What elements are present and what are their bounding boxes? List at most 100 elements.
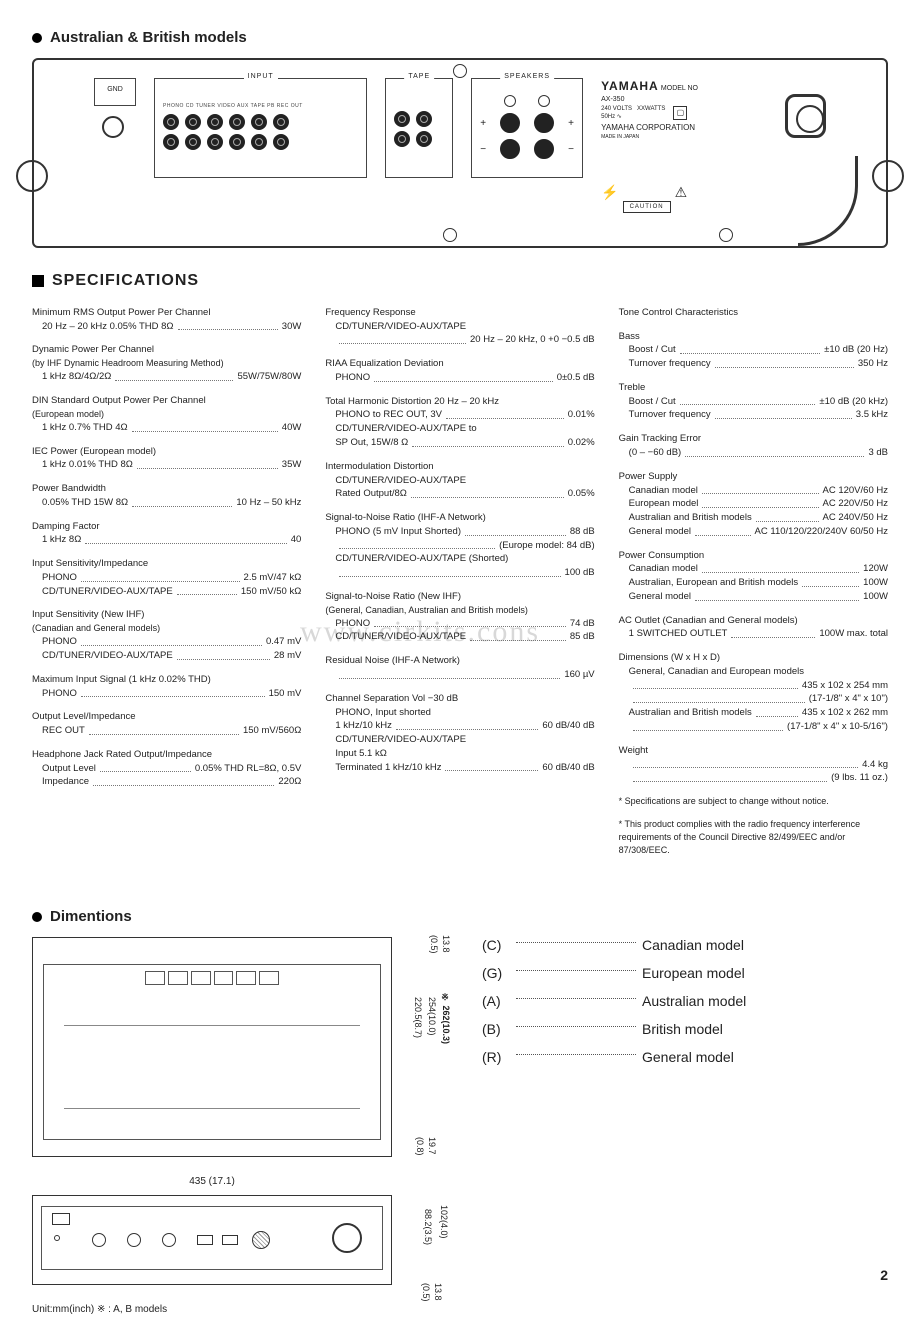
spec-value: 435 x 102 x 254 mm [802, 679, 888, 693]
spec-label: Australian and British models [629, 511, 752, 525]
spec-group-title: Bass [619, 330, 888, 344]
spec-group-sub: (by IHF Dynamic Headroom Measuring Metho… [32, 357, 301, 370]
chassis-outline [43, 964, 381, 1140]
spec-line: 4.4 kg [619, 758, 888, 772]
speaker-terminal-icon [500, 113, 520, 133]
spec-group-title: Signal-to-Noise Ratio (IHF-A Network) [325, 511, 594, 525]
spec-label: Australian and British models [629, 706, 752, 720]
spec-line: Boost / Cut±10 dB (20 kHz) [619, 395, 888, 409]
leader-dots [695, 525, 751, 536]
model-code: (B) [482, 1015, 516, 1043]
spec-value: AC 110/120/220/240V 60/50 Hz [755, 525, 888, 539]
spec-line: CD/TUNER/VIDEO-AUX/TAPE to [325, 422, 594, 436]
ac-outlet-icon [785, 94, 826, 138]
spec-group-title: Input Sensitivity (New IHF) [32, 608, 301, 622]
gnd-label: GND [107, 86, 123, 93]
spec-group: Dimensions (W x H x D)General, Canadian … [619, 651, 888, 734]
spec-label: Impedance [42, 775, 89, 789]
spec-line: PHONO2.5 mV/47 kΩ [32, 571, 301, 585]
spec-group: Total Harmonic Distortion 20 Hz – 20 kHz… [325, 395, 594, 450]
leader-dots [339, 539, 495, 550]
spec-label: European model [629, 497, 699, 511]
spec-label: General, Canadian and European models [629, 665, 804, 679]
spec-line: PHONO, Input shorted [325, 706, 594, 720]
spec-group-title: Signal-to-Noise Ratio (New IHF) [325, 590, 594, 604]
leader-dots [756, 511, 819, 522]
gnd-terminal: GND [94, 78, 136, 106]
spec-label: Boost / Cut [629, 395, 676, 409]
voltage-label: 240 VOLTS XXWATTS 50Hz ∿ [601, 105, 665, 121]
spec-label: CD/TUNER/VIDEO-AUX/TAPE [335, 320, 466, 334]
leader-dots [178, 320, 278, 331]
leader-dots [132, 496, 232, 507]
corp-label: YAMAHA CORPORATION [601, 123, 767, 134]
spec-group: Channel Separation Vol −30 dBPHONO, Inpu… [325, 692, 594, 775]
dim-h2: 254(10.0) [426, 997, 438, 1036]
spec-line: Australian and British modelsAC 240V/50 … [619, 511, 888, 525]
spec-value: 220Ω [278, 775, 301, 789]
leader-dots [802, 576, 859, 587]
leader-dots [702, 497, 818, 508]
spec-line: PHONO to REC OUT, 3V0.01% [325, 408, 594, 422]
spec-value: 20 Hz – 20 kHz, 0 +0 −0.5 dB [470, 333, 595, 347]
tape-section: TAPE [385, 78, 453, 178]
leader-dots [374, 617, 566, 628]
spec-value: 3.5 kHz [856, 408, 888, 422]
spec-group-title: Frequency Response [325, 306, 594, 320]
leader-dots [339, 333, 466, 344]
spec-line: Canadian model120W [619, 562, 888, 576]
spec-group: RIAA Equalization DeviationPHONO0±0.5 dB [325, 357, 594, 385]
spec-label: CD/TUNER/VIDEO-AUX/TAPE (Shorted) [335, 552, 508, 566]
spec-line: PHONO0±0.5 dB [325, 371, 594, 385]
spec-value: (17-1/8" x 4" x 10-5/16") [787, 720, 888, 734]
screw-icon [443, 228, 457, 242]
spec-line: Input 5.1 kΩ [325, 747, 594, 761]
leader-dots [132, 421, 278, 432]
model-code: (R) [482, 1043, 516, 1071]
side-knob-left-icon [16, 160, 48, 192]
knob-icon [162, 1233, 176, 1247]
spec-line: General modelAC 110/120/220/240V 60/50 H… [619, 525, 888, 539]
spec-value: (17-1/8" x 4" x 10") [809, 692, 888, 706]
spec-group-title: Dynamic Power Per Channel [32, 343, 301, 357]
spec-group: AC Outlet (Canadian and General models)1… [619, 614, 888, 642]
leader-dots [756, 706, 798, 717]
spec-label: Canadian model [629, 562, 698, 576]
spec-value: 88 dB [570, 525, 595, 539]
spec-line: 0.05% THD 15W 8Ω10 Hz – 50 kHz [32, 496, 301, 510]
spec-value: 150 mV [269, 687, 302, 701]
spec-value: 10 Hz – 50 kHz [236, 496, 301, 510]
spec-line: Canadian modelAC 120V/60 Hz [619, 484, 888, 498]
spec-group-title: Minimum RMS Output Power Per Channel [32, 306, 301, 320]
spec-group-title: Power Bandwidth [32, 482, 301, 496]
leader-dots [633, 771, 827, 782]
spec-group: Tone Control Characteristics [619, 306, 888, 320]
model-name: General model [642, 1043, 734, 1071]
spec-value: 100W [863, 590, 888, 604]
spec-line: 435 x 102 x 254 mm [619, 679, 888, 693]
spec-group: Maximum Input Signal (1 kHz 0.02% THD)PH… [32, 673, 301, 701]
caution-label: CAUTION [623, 201, 671, 213]
spec-line: PHONO0.47 mV [32, 635, 301, 649]
leader-dots [137, 458, 278, 469]
spec-value: 40W [282, 421, 302, 435]
spec-line: REC OUT150 mV/560Ω [32, 724, 301, 738]
spec-value: 435 x 102 x 262 mm [802, 706, 888, 720]
leader-dots [633, 692, 805, 703]
spec-value: 4.4 kg [862, 758, 888, 772]
spec-value: 0.47 mV [266, 635, 301, 649]
spec-line: CD/TUNER/VIDEO-AUX/TAPE85 dB [325, 630, 594, 644]
spec-value: 60 dB/40 dB [542, 761, 594, 775]
leader-dots [715, 408, 852, 419]
bullet-icon [32, 33, 42, 43]
dim-bot-gap: 19.7 (0.8) [414, 1137, 438, 1156]
leader-dots [81, 687, 265, 698]
spec-line: 1 kHz 0.01% THD 8Ω35W [32, 458, 301, 472]
dim-front-h2: 102(4.0) [438, 1205, 450, 1239]
spec-line: 20 Hz – 20 kHz 0.05% THD 8Ω30W [32, 320, 301, 334]
front-view-figure [32, 1195, 392, 1285]
spec-label: (0 – −60 dB) [629, 446, 682, 460]
double-insulation-icon: ▢ [673, 106, 687, 120]
spec-value: AC 120V/60 Hz [823, 484, 888, 498]
leader-dots [731, 627, 815, 638]
